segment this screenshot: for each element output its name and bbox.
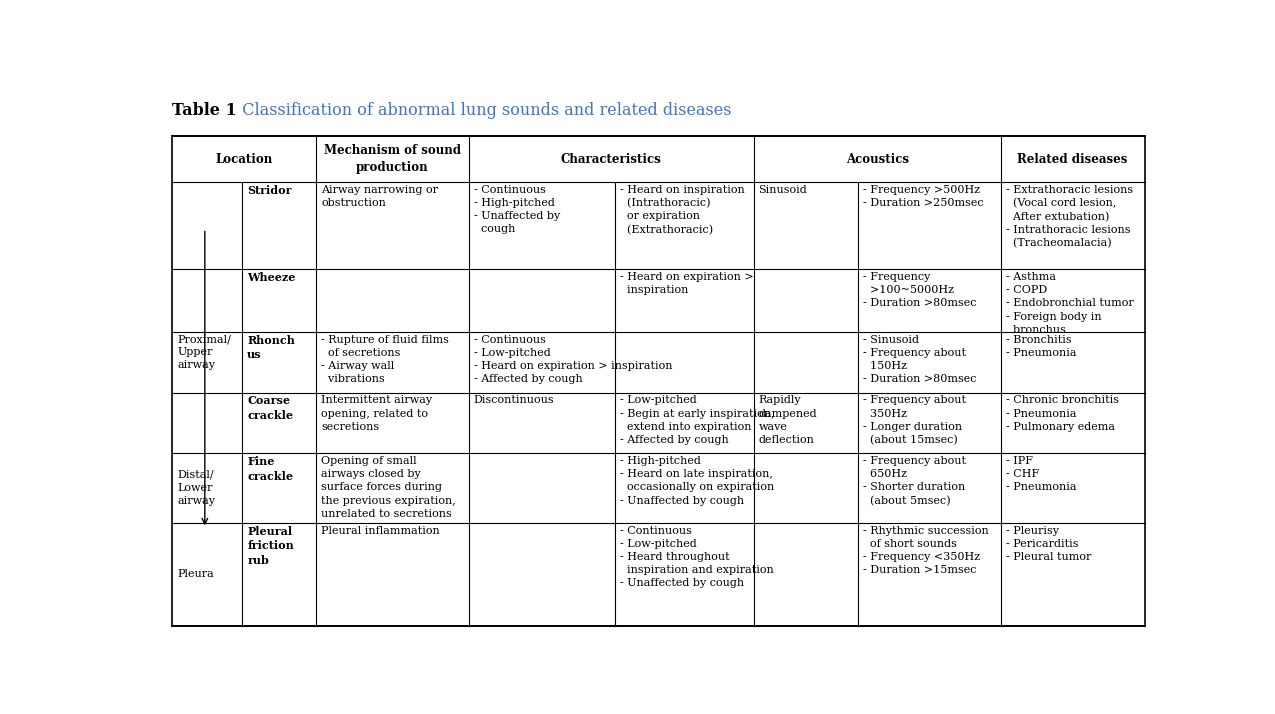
- Text: Pleura: Pleura: [177, 569, 214, 579]
- Text: Mechanism of sound
production: Mechanism of sound production: [324, 144, 462, 174]
- Text: Opening of small
airways closed by
surface forces during
the previous expiration: Opening of small airways closed by surfa…: [321, 456, 456, 519]
- Text: - Continuous
- Low-pitched
- Heard throughout
  inspiration and expiration
- Una: - Continuous - Low-pitched - Heard throu…: [620, 526, 774, 588]
- Text: - Frequency
  >100~5000Hz
- Duration >80msec: - Frequency >100~5000Hz - Duration >80ms…: [863, 272, 977, 308]
- Text: - Continuous
- Low-pitched
- Heard on expiration > inspiration
- Affected by cou: - Continuous - Low-pitched - Heard on ex…: [474, 335, 672, 384]
- Text: Fine
crackle: Fine crackle: [247, 456, 293, 482]
- Text: - Bronchitis
- Pneumonia: - Bronchitis - Pneumonia: [1006, 335, 1076, 358]
- Text: - Sinusoid
- Frequency about
  150Hz
- Duration >80msec: - Sinusoid - Frequency about 150Hz - Dur…: [863, 335, 977, 384]
- Text: Classification of abnormal lung sounds and related diseases: Classification of abnormal lung sounds a…: [232, 102, 731, 119]
- Text: Airway narrowing or
obstruction: Airway narrowing or obstruction: [321, 184, 439, 208]
- Text: Distal/
Lower
airway: Distal/ Lower airway: [177, 470, 215, 506]
- Text: Stridor: Stridor: [247, 184, 292, 196]
- Text: - Heard on inspiration
  (Intrathoracic)
  or expiration
  (Extrathoracic): - Heard on inspiration (Intrathoracic) o…: [620, 184, 745, 235]
- Text: Sinusoid: Sinusoid: [759, 184, 807, 194]
- Text: Rapidly
dampened
wave
deflection: Rapidly dampened wave deflection: [759, 396, 817, 445]
- Text: - Chronic bronchitis
- Pneumonia
- Pulmonary edema: - Chronic bronchitis - Pneumonia - Pulmo…: [1006, 396, 1118, 432]
- Text: - Rupture of fluid films
  of secretions
- Airway wall
  vibrations: - Rupture of fluid films of secretions -…: [321, 335, 449, 384]
- Text: - IPF
- CHF
- Pneumonia: - IPF - CHF - Pneumonia: [1006, 456, 1076, 493]
- Text: - Rhythmic succession
  of short sounds
- Frequency <350Hz
- Duration >15msec: - Rhythmic succession of short sounds - …: [863, 526, 988, 575]
- Text: Location: Location: [215, 153, 273, 166]
- Text: Related diseases: Related diseases: [1017, 153, 1128, 166]
- Text: - Frequency >500Hz
- Duration >250msec: - Frequency >500Hz - Duration >250msec: [863, 184, 983, 208]
- Text: Coarse
crackle: Coarse crackle: [247, 396, 293, 421]
- Text: Pleural
friction
rub: Pleural friction rub: [247, 526, 295, 565]
- Text: - Pleurisy
- Pericarditis
- Pleural tumor: - Pleurisy - Pericarditis - Pleural tumo…: [1006, 526, 1091, 562]
- Text: - Extrathoracic lesions
  (Vocal cord lesion,
  After extubation)
- Intrathoraci: - Extrathoracic lesions (Vocal cord lesi…: [1006, 184, 1132, 248]
- Text: - Low-pitched
- Begin at early inspiration,
  extend into expiration
- Affected : - Low-pitched - Begin at early inspirati…: [620, 396, 774, 445]
- Text: - Heard on expiration >
  inspiration: - Heard on expiration > inspiration: [620, 272, 754, 296]
- Text: Table 1: Table 1: [172, 102, 237, 119]
- Text: Intermittent airway
opening, related to
secretions: Intermittent airway opening, related to …: [321, 396, 432, 432]
- Text: Pleural inflammation: Pleural inflammation: [321, 526, 440, 536]
- Text: Rhonch
us: Rhonch us: [247, 335, 295, 361]
- Text: - Asthma
- COPD
- Endobronchial tumor
- Foreign body in
  bronchus: - Asthma - COPD - Endobronchial tumor - …: [1006, 272, 1133, 335]
- Text: - High-pitched
- Heard on late inspiration,
  occasionally on expiration
- Unaff: - High-pitched - Heard on late inspirati…: [620, 456, 774, 506]
- Text: - Continuous
- High-pitched
- Unaffected by
  cough: - Continuous - High-pitched - Unaffected…: [474, 184, 560, 234]
- Text: Wheeze: Wheeze: [247, 272, 296, 283]
- Text: Discontinuous: Discontinuous: [474, 396, 555, 406]
- Text: Proximal/
Upper
airway: Proximal/ Upper airway: [177, 334, 231, 371]
- Text: Acoustics: Acoustics: [845, 153, 909, 166]
- Text: - Frequency about
  350Hz
- Longer duration
  (about 15msec): - Frequency about 350Hz - Longer duratio…: [863, 396, 965, 446]
- Text: Characteristics: Characteristics: [561, 153, 662, 166]
- Text: - Frequency about
  650Hz
- Shorter duration
  (about 5msec): - Frequency about 650Hz - Shorter durati…: [863, 456, 965, 506]
